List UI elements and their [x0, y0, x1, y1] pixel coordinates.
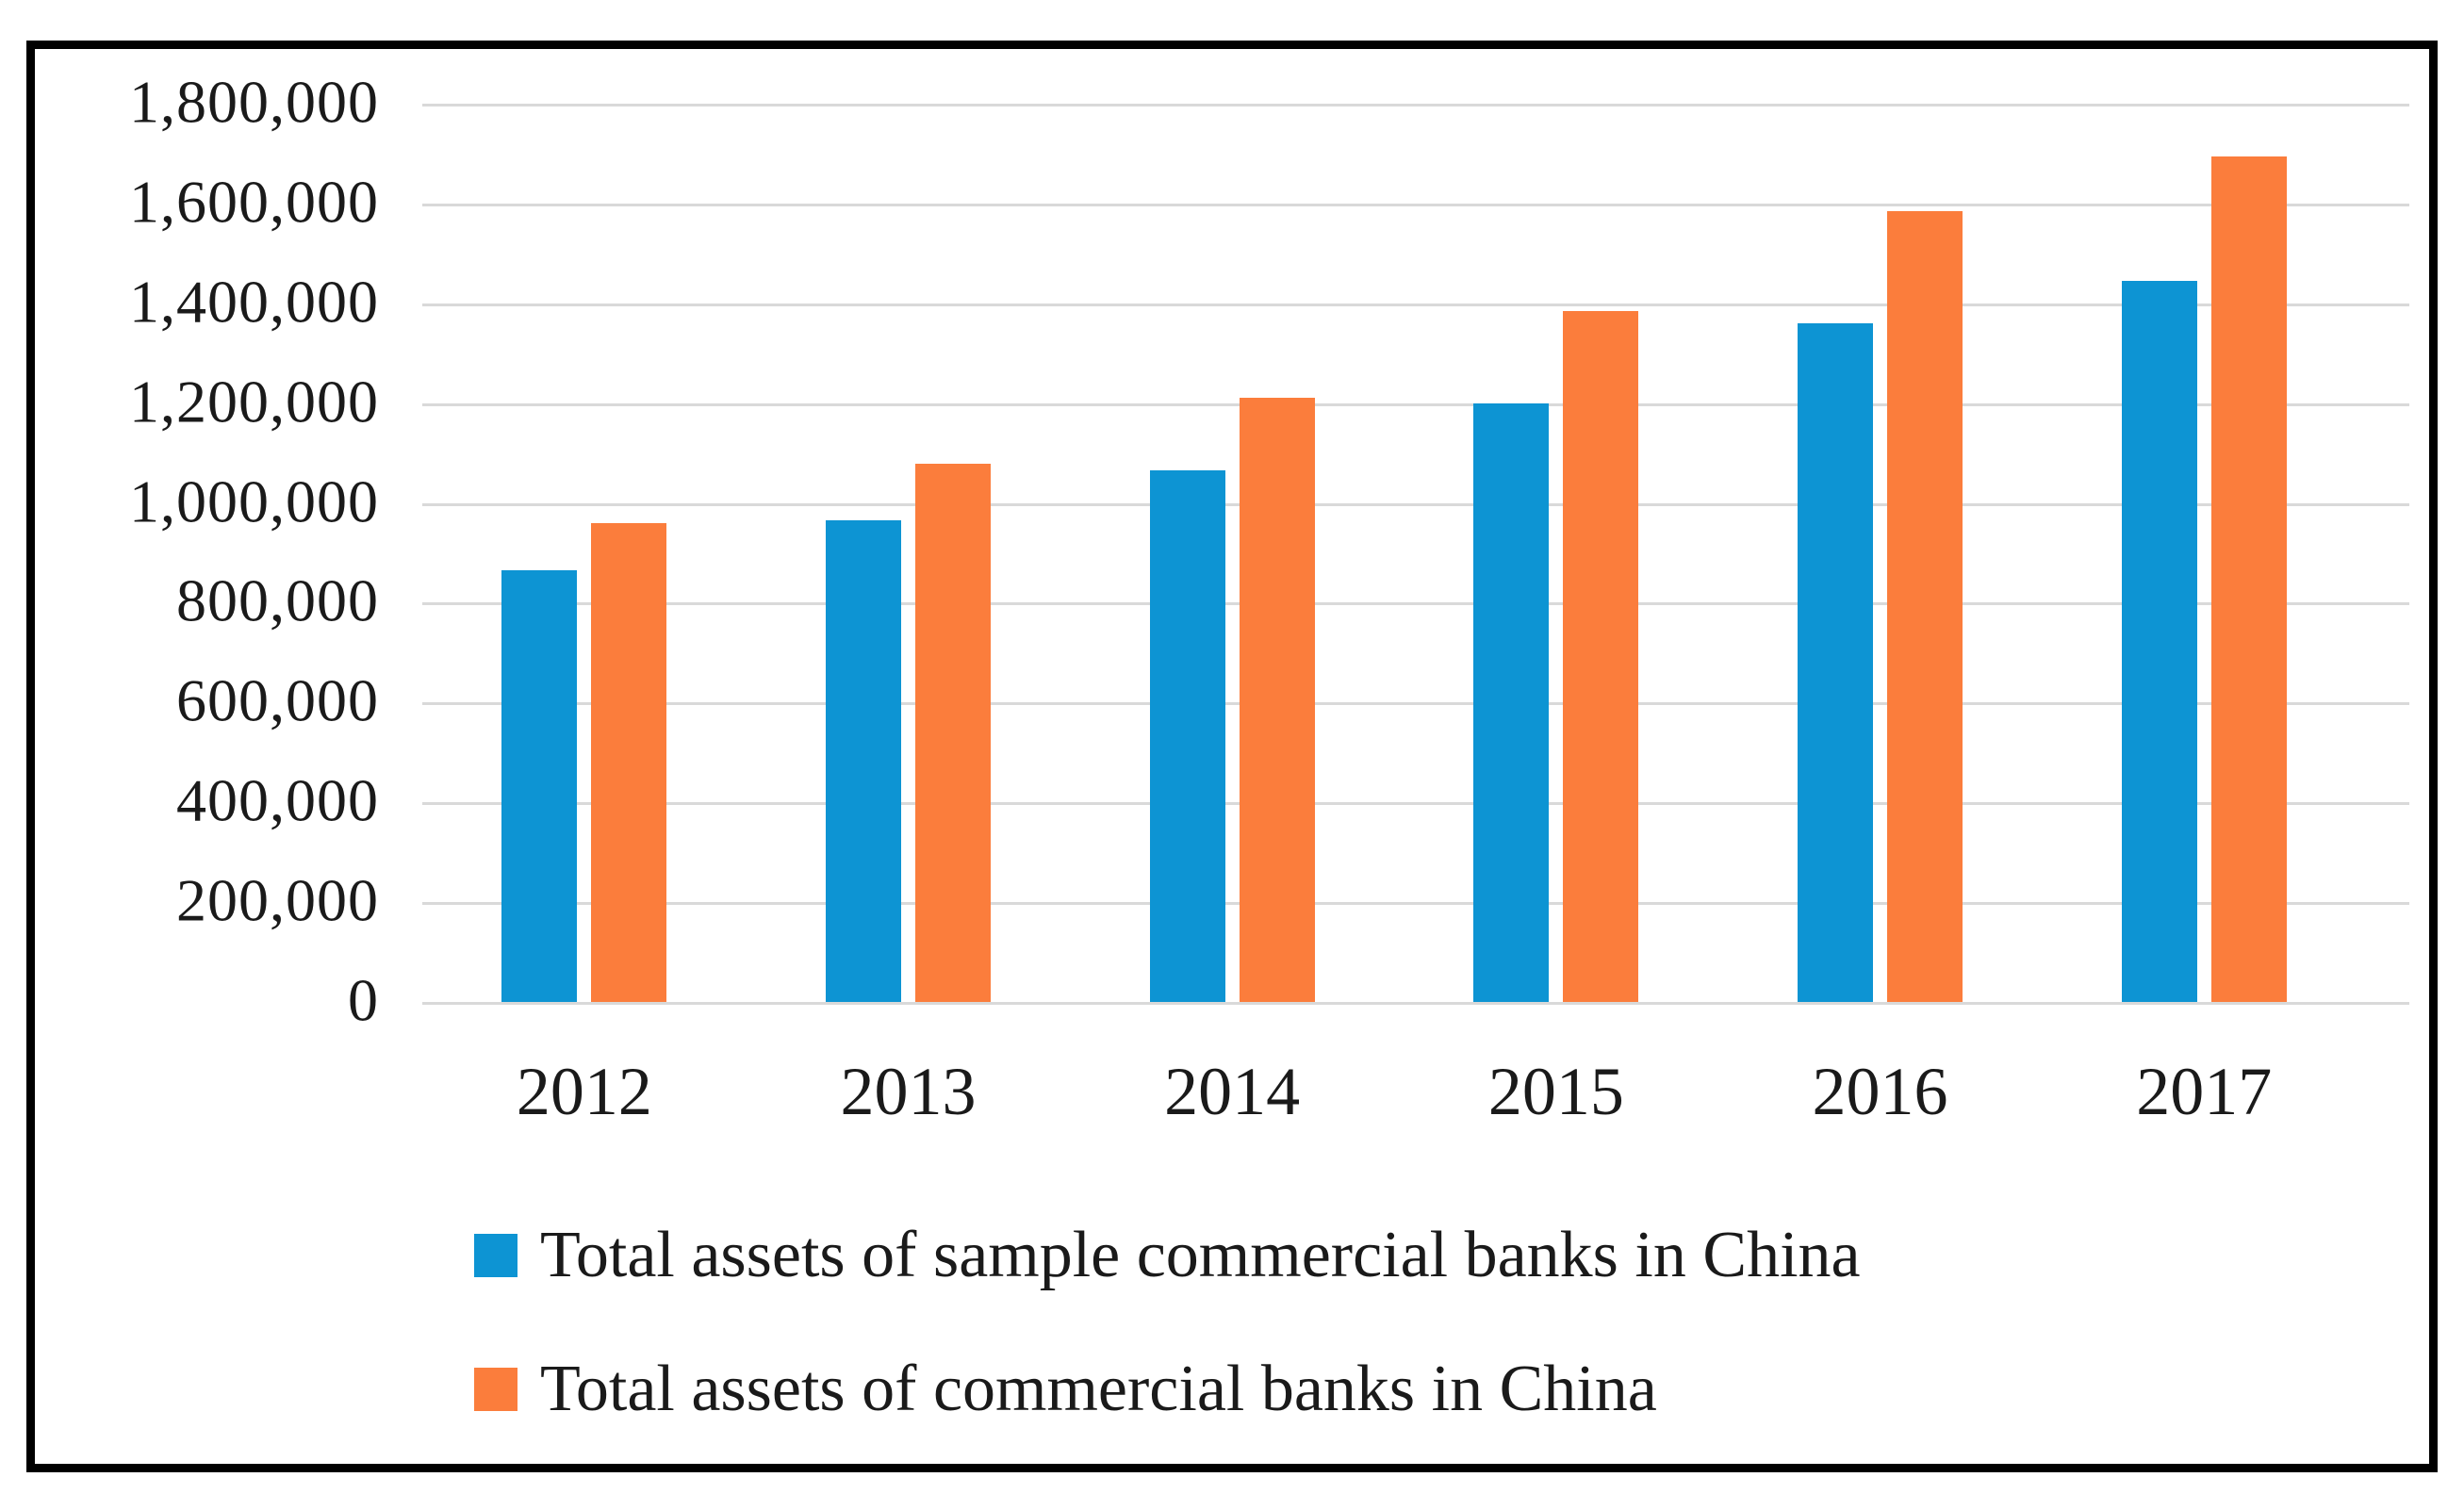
gridline	[422, 602, 2409, 605]
plot-area	[422, 104, 2366, 1002]
y-axis-tick-label: 1,800,000	[129, 68, 379, 136]
y-axis-tick-label: 600,000	[176, 666, 379, 734]
chart-border	[26, 41, 2438, 1472]
legend-swatch-icon	[474, 1368, 517, 1411]
gridline	[422, 403, 2409, 406]
x-axis-tick-label: 2012	[516, 1054, 652, 1129]
gridline	[422, 1002, 2409, 1005]
y-axis: 1,800,000 1,600,000 1,400,000 1,200,000 1,00…	[57, 0, 379, 1131]
gridline	[422, 304, 2409, 306]
y-axis-tick-label: 200,000	[176, 866, 379, 934]
bar-group-2012	[422, 104, 747, 1002]
gridline-layer	[422, 104, 2409, 1006]
legend-label: Total assets of commercial banks in Chin…	[540, 1353, 1657, 1425]
bar-all-banks-2017	[2210, 156, 2287, 1002]
bar-sample-banks-2012	[501, 570, 578, 1002]
y-axis-tick-label: 800,000	[176, 566, 379, 634]
bar-group-2017	[2042, 104, 2366, 1002]
bar-group-2013	[747, 104, 1071, 1002]
bar-sample-banks-2013	[826, 520, 901, 1002]
gridline	[422, 902, 2409, 905]
y-axis-tick-label: 0	[348, 966, 379, 1034]
bar-group-2015	[1394, 104, 1718, 1002]
legend-item: Total assets of commercial banks in Chin…	[474, 1352, 1861, 1427]
x-axis-tick-label: 2017	[2136, 1054, 2273, 1129]
gridline	[422, 802, 2409, 805]
bar-sample-banks-2014	[1149, 470, 1225, 1002]
bar-all-banks-2014	[1239, 398, 1315, 1002]
y-axis-tick-label: 1,600,000	[129, 168, 379, 236]
y-axis-tick-label: 1,200,000	[129, 368, 379, 435]
bar-all-banks-2013	[915, 464, 991, 1002]
legend-item: Total assets of sample commercial banks …	[474, 1218, 1861, 1293]
bar-all-banks-2012	[591, 523, 667, 1002]
x-axis-tick-label: 2015	[1487, 1054, 1624, 1129]
bar-sample-banks-2015	[1473, 403, 1550, 1002]
bar-sample-banks-2016	[1798, 323, 1874, 1002]
y-axis-tick-label: 1,000,000	[129, 468, 379, 535]
legend-label: Total assets of sample commercial banks …	[540, 1219, 1861, 1291]
x-axis-tick-label: 2016	[1812, 1054, 1948, 1129]
y-axis-tick-label: 400,000	[176, 766, 379, 834]
bar-sample-banks-2017	[2121, 281, 2197, 1002]
bar-all-banks-2016	[1887, 211, 1963, 1002]
x-axis-tick-label: 2014	[1164, 1054, 1301, 1129]
y-axis-tick-label: 1,400,000	[129, 268, 379, 336]
gridline	[422, 104, 2409, 107]
gridline	[422, 204, 2409, 206]
x-axis: 2012 2013 2014 2015 2016 2017	[422, 1054, 2366, 1129]
bar-group-2016	[1718, 104, 2043, 1002]
gridline	[422, 503, 2409, 506]
legend-swatch-icon	[474, 1234, 517, 1277]
bar-all-banks-2015	[1563, 311, 1639, 1002]
bar-group-2014	[1070, 104, 1394, 1002]
x-axis-tick-label: 2013	[840, 1054, 977, 1129]
legend: Total assets of sample commercial banks …	[474, 1218, 1861, 1427]
gridline	[422, 702, 2409, 705]
